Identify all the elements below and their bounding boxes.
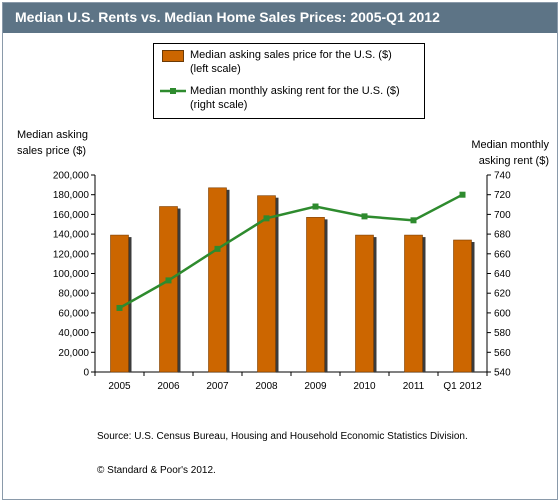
x-tick-label: 2010 <box>353 381 376 392</box>
left-tick-label: 80,000 <box>58 289 89 300</box>
right-tick-label: 640 <box>494 269 511 280</box>
left-tick-label: 40,000 <box>58 328 89 339</box>
rent-point <box>263 215 270 222</box>
copyright-note: © Standard & Poor's 2012. <box>97 465 216 476</box>
right-tick-label: 560 <box>494 348 511 359</box>
left-tick-label: 20,000 <box>58 348 89 359</box>
legend-line-swatch <box>160 88 186 94</box>
bar <box>257 195 276 373</box>
bar <box>159 206 178 373</box>
left-tick-label: 60,000 <box>58 308 89 319</box>
left-tick-label: 140,000 <box>53 230 90 241</box>
legend-bar-swatch <box>162 50 184 62</box>
rent-point <box>116 304 123 311</box>
right-tick-label: 740 <box>494 171 511 182</box>
right-tick-label: 660 <box>494 249 511 260</box>
right-axis-title-line1: Median monthly <box>471 139 549 151</box>
left-tick-label: 180,000 <box>53 190 90 201</box>
left-tick-label: 120,000 <box>53 249 90 260</box>
title-bar: Median U.S. Rents vs. Median Home Sales … <box>3 3 557 33</box>
rent-point <box>312 203 319 210</box>
chart-title: Median U.S. Rents vs. Median Home Sales … <box>15 9 440 25</box>
legend-rent-line2: (right scale) <box>190 99 248 111</box>
legend-sales-price-line2: (left scale) <box>190 63 241 75</box>
legend-rent-line1: Median monthly asking rent for the U.S. … <box>190 85 400 97</box>
right-tick-label: 720 <box>494 190 511 201</box>
bar <box>208 187 227 373</box>
x-tick-label: 2008 <box>255 381 278 392</box>
rent-point <box>214 245 221 252</box>
bar <box>355 234 374 373</box>
right-tick-label: 700 <box>494 210 511 221</box>
bar <box>453 239 472 373</box>
rent-point <box>165 277 172 284</box>
x-tick-label: 2007 <box>206 381 229 392</box>
legend: Median asking sales price for the U.S. (… <box>153 43 425 119</box>
x-tick-label: 2005 <box>108 381 131 392</box>
x-tick-label: 2009 <box>304 381 327 392</box>
rent-point <box>459 191 466 198</box>
rent-point <box>410 217 417 224</box>
plot-area: 0 20,000 40,000 60,000 80,000 100,000 120,000 1… <box>53 171 511 393</box>
rent-line <box>118 193 464 310</box>
left-tick-label: 0 <box>83 368 89 379</box>
rent-point <box>361 213 368 220</box>
right-axis-title-line2: asking rent ($) <box>478 155 549 167</box>
right-tick-label: 600 <box>494 308 511 319</box>
left-tick-label: 100,000 <box>53 269 90 280</box>
left-axis-title-line1: Median asking <box>17 129 88 141</box>
source-note: Source: U.S. Census Bureau, Housing and … <box>97 431 468 442</box>
left-axis-title: Median asking sales price ($) <box>17 127 88 159</box>
right-tick-label: 620 <box>494 289 511 300</box>
right-tick-label: 680 <box>494 230 511 241</box>
legend-rent-label: Median monthly asking rent for the U.S. … <box>190 84 420 112</box>
left-tick-label: 200,000 <box>53 171 90 182</box>
bar <box>404 234 423 373</box>
legend-sales-price-line1: Median asking sales price for the U.S. (… <box>190 49 392 61</box>
right-axis-title: Median monthly asking rent ($) <box>471 137 549 169</box>
right-tick-label: 580 <box>494 328 511 339</box>
x-tick-label: 2011 <box>403 381 425 392</box>
x-tick-label: Q1 2012 <box>443 381 482 392</box>
x-tick-label: 2006 <box>157 381 180 392</box>
legend-sales-price-label: Median asking sales price for the U.S. (… <box>190 48 420 76</box>
right-tick-label: 540 <box>494 368 511 379</box>
bar <box>306 217 325 373</box>
left-tick-label: 160,000 <box>53 210 90 221</box>
left-axis-title-line2: sales price ($) <box>17 145 87 157</box>
